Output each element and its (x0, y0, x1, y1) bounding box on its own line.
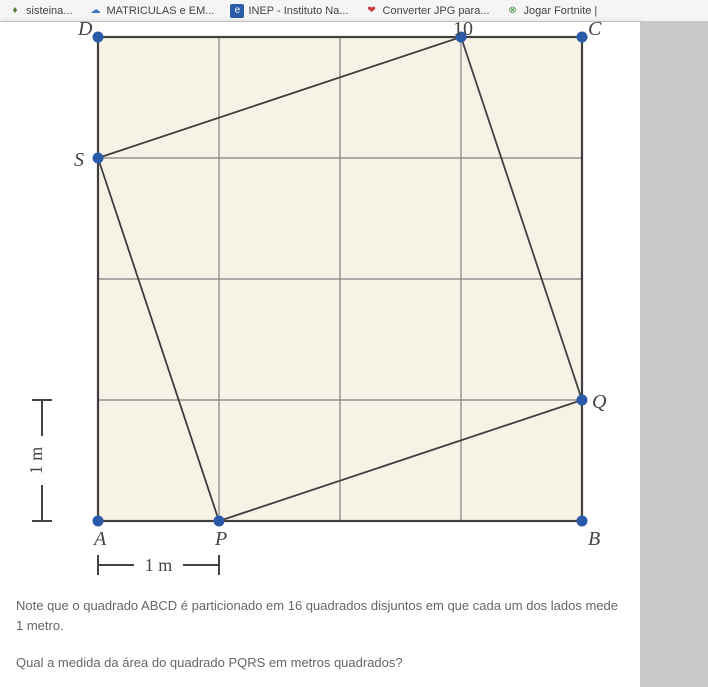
svg-text:1 m: 1 m (145, 555, 173, 575)
bookmark-item[interactable]: ☁ MATRICULAS e EM... (88, 4, 214, 18)
bookmark-item[interactable]: ❤ Converter JPG para... (365, 4, 490, 18)
note-text: Note que o quadrado ABCD é particionado … (16, 596, 624, 635)
svg-text:10: 10 (453, 22, 473, 40)
figure: D 10 C S Q A P B 1 m 1 m (12, 22, 628, 582)
bookmark-favicon-icon: ♦ (8, 4, 22, 18)
bookmark-item[interactable]: ⊗ Jogar Fortnite | (506, 4, 598, 18)
page: D 10 C S Q A P B 1 m 1 m Note que o quadrado ABCD… (0, 22, 640, 687)
svg-text:Q: Q (592, 391, 607, 413)
svg-text:S: S (74, 149, 84, 171)
bookmark-label: Converter JPG para... (383, 5, 490, 17)
svg-text:C: C (588, 22, 602, 40)
svg-text:D: D (77, 22, 93, 40)
svg-text:P: P (214, 528, 227, 550)
side-gutter (640, 22, 708, 687)
bookmark-favicon-icon: e (230, 4, 244, 18)
content-area: D 10 C S Q A P B 1 m 1 m Note que o quadrado ABCD… (0, 22, 708, 687)
svg-text:A: A (92, 528, 107, 550)
bookmark-label: Jogar Fortnite | (524, 5, 598, 17)
bookmark-item[interactable]: ♦ sisteina... (8, 4, 72, 18)
bookmark-label: sisteina... (26, 5, 72, 17)
question-text: Qual a medida da área do quadrado PQRS e… (16, 653, 624, 673)
bookmark-favicon-icon: ☁ (88, 4, 102, 18)
svg-text:1 m: 1 m (26, 447, 46, 475)
bookmark-label: INEP - Instituto Na... (248, 5, 348, 17)
bookmark-favicon-icon: ❤ (365, 4, 379, 18)
bookmark-label: MATRICULAS e EM... (106, 5, 214, 17)
bookmark-item[interactable]: e INEP - Instituto Na... (230, 4, 348, 18)
svg-text:B: B (588, 528, 600, 550)
bookmarks-bar: ♦ sisteina... ☁ MATRICULAS e EM... e INEP - I… (0, 0, 708, 22)
bookmark-favicon-icon: ⊗ (506, 4, 520, 18)
